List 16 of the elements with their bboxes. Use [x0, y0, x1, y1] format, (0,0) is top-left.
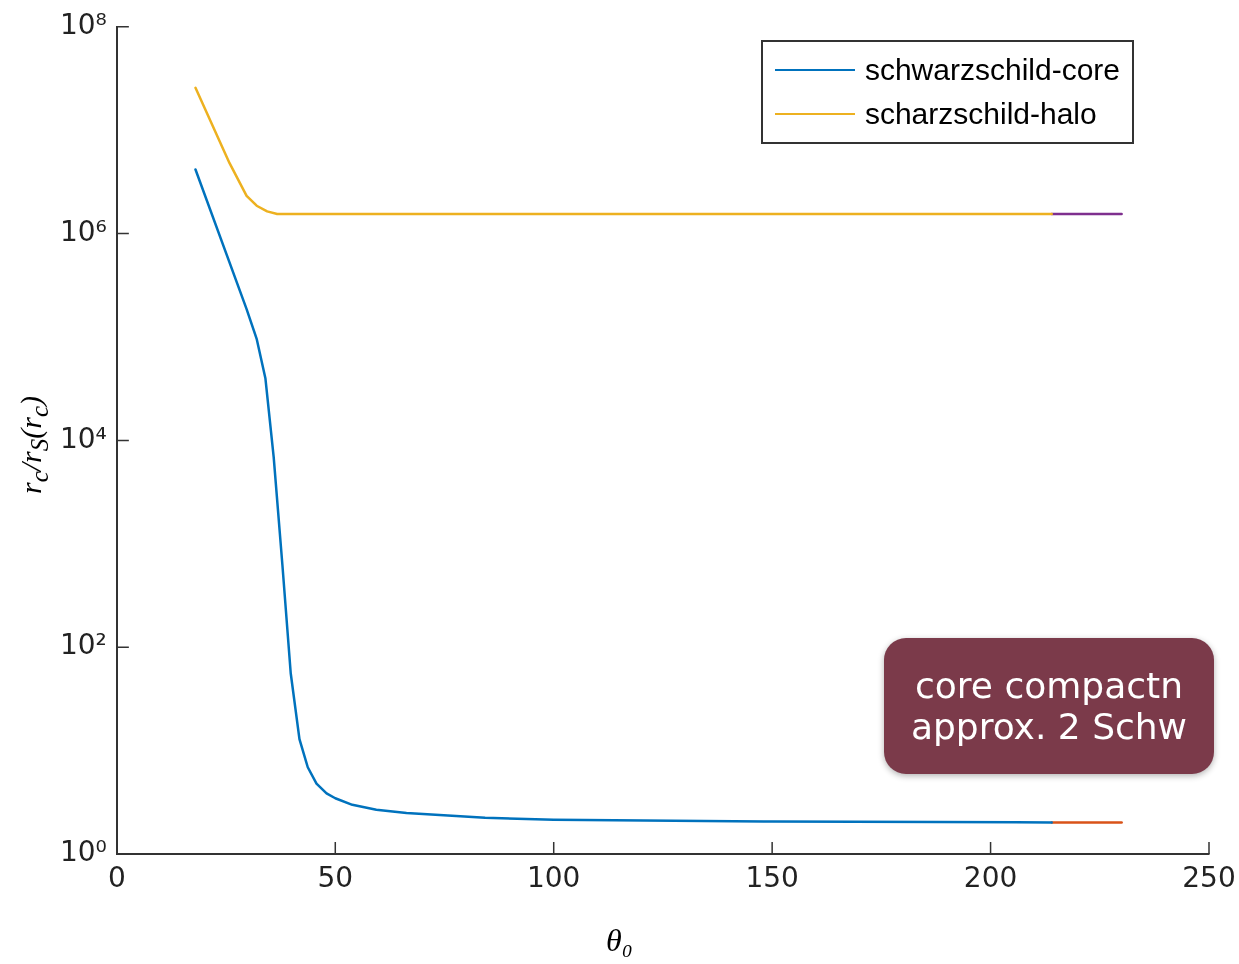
- y-tick-label: 10⁶: [59, 214, 107, 248]
- x-tick-label: 200: [963, 861, 1018, 895]
- x-tick-label: 150: [745, 861, 799, 895]
- y-tick-label: 10²: [59, 628, 107, 662]
- x-tick-label: 100: [526, 861, 581, 895]
- y-tick-label: 10⁰: [59, 835, 107, 869]
- annotation: approx. 2 Schw: [910, 706, 1188, 747]
- x-tick-label: 250: [1182, 861, 1236, 895]
- x-axis-title: θ₀: [605, 922, 634, 959]
- x-tick-label: 0: [107, 861, 126, 895]
- y-tick-label: 10⁸: [59, 8, 107, 42]
- legend-label: scharzschild-halo: [864, 97, 1097, 131]
- x-tick-label: 50: [317, 861, 354, 895]
- annotation: core compactn: [915, 665, 1183, 706]
- y-tick-label: 10⁴: [59, 421, 107, 455]
- legend-label: schwarzschild-core: [864, 53, 1120, 87]
